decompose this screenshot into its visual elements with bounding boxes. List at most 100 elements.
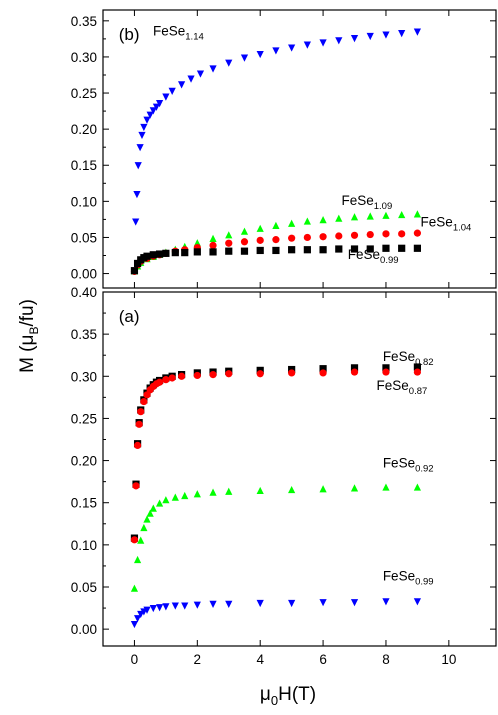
data-point bbox=[133, 191, 141, 199]
y-tick-label: 0.05 bbox=[71, 580, 97, 595]
data-point bbox=[209, 371, 217, 379]
y-tick-label: 0.40 bbox=[71, 285, 97, 300]
data-point bbox=[225, 247, 233, 255]
x-tick-label: 2 bbox=[194, 652, 202, 667]
data-point bbox=[335, 37, 343, 45]
data-point bbox=[240, 238, 249, 246]
data-point bbox=[135, 420, 143, 428]
data-point bbox=[256, 370, 264, 378]
data-point bbox=[138, 131, 146, 140]
data-point bbox=[366, 32, 374, 41]
data-point bbox=[256, 224, 264, 232]
y-tick-label: 0.00 bbox=[71, 267, 97, 282]
data-point bbox=[162, 249, 170, 257]
data-point bbox=[132, 218, 140, 226]
data-point bbox=[168, 87, 176, 95]
data-point bbox=[350, 484, 359, 492]
series-label: FeSe1.14 bbox=[153, 23, 204, 42]
data-point bbox=[288, 485, 296, 494]
y-tick-label: 0.20 bbox=[71, 122, 97, 137]
data-point bbox=[288, 246, 296, 254]
data-point bbox=[319, 369, 327, 377]
data-point bbox=[335, 245, 343, 253]
data-point bbox=[272, 236, 280, 244]
data-point bbox=[335, 232, 343, 240]
data-point bbox=[196, 70, 205, 78]
data-point bbox=[413, 28, 421, 36]
data-point bbox=[225, 487, 233, 495]
data-point bbox=[140, 397, 148, 406]
data-point bbox=[155, 250, 164, 258]
data-point bbox=[181, 602, 189, 610]
y-tick-label: 0.05 bbox=[71, 230, 97, 245]
y-tick-label: 0.35 bbox=[71, 14, 97, 29]
data-point bbox=[140, 123, 148, 132]
data-point bbox=[382, 244, 390, 252]
data-point bbox=[143, 515, 151, 523]
y-tick-label: 0.35 bbox=[71, 327, 97, 342]
data-point bbox=[240, 227, 249, 235]
data-point bbox=[225, 600, 233, 608]
data-point bbox=[413, 368, 421, 376]
data-point bbox=[240, 247, 249, 255]
data-point bbox=[256, 246, 264, 255]
x-tick-label: 10 bbox=[441, 652, 456, 667]
data-point bbox=[303, 217, 311, 225]
data-point bbox=[225, 59, 233, 67]
data-point bbox=[288, 44, 296, 52]
series-fese-0.92 bbox=[130, 483, 421, 592]
data-point bbox=[256, 236, 264, 244]
data-point bbox=[143, 116, 151, 124]
data-point bbox=[382, 211, 390, 219]
data-point bbox=[171, 493, 179, 501]
data-point bbox=[193, 490, 201, 498]
y-axis-label: M (μB/fu) bbox=[17, 299, 41, 373]
data-point bbox=[272, 47, 280, 55]
data-point bbox=[133, 259, 142, 268]
data-point bbox=[288, 234, 296, 242]
data-point bbox=[152, 103, 161, 111]
data-point bbox=[350, 35, 359, 43]
data-point bbox=[146, 111, 154, 119]
data-point bbox=[382, 230, 390, 238]
data-point bbox=[288, 219, 296, 227]
panel-b: 0.00 0.05 0.10 0.15 0.20 0.25 0.30 0.35 (b) FeSe1… bbox=[71, 9, 497, 289]
data-point bbox=[155, 378, 164, 386]
data-point bbox=[382, 31, 390, 39]
data-point bbox=[149, 107, 157, 115]
data-point bbox=[319, 599, 327, 607]
data-point bbox=[398, 244, 406, 252]
data-point bbox=[225, 231, 233, 239]
series-label: FeSe0.92 bbox=[383, 455, 434, 474]
data-point bbox=[168, 374, 176, 382]
data-point bbox=[209, 234, 217, 242]
data-point bbox=[225, 370, 233, 378]
data-point bbox=[130, 620, 139, 629]
y-tick-label: 0.25 bbox=[71, 86, 97, 101]
data-point bbox=[350, 231, 359, 239]
data-point bbox=[350, 368, 359, 376]
y-tick-label: 0.10 bbox=[71, 538, 97, 553]
plot-frame bbox=[102, 291, 497, 647]
data-point bbox=[319, 485, 327, 493]
series-fese-1.14 bbox=[132, 28, 421, 226]
data-point bbox=[133, 555, 142, 564]
series-fese-0.99 bbox=[130, 598, 421, 629]
plot-frame bbox=[102, 9, 497, 289]
series-label: FeSe0.82 bbox=[383, 349, 434, 368]
data-point bbox=[133, 441, 142, 449]
data-point bbox=[398, 230, 406, 238]
data-point bbox=[155, 499, 164, 507]
x-tick-label: 6 bbox=[319, 652, 327, 667]
data-point bbox=[319, 246, 327, 254]
data-point bbox=[288, 369, 296, 377]
data-point bbox=[130, 267, 139, 275]
data-point bbox=[149, 504, 157, 512]
data-point bbox=[193, 248, 201, 256]
data-point bbox=[288, 599, 296, 608]
data-point bbox=[137, 408, 145, 416]
data-point bbox=[366, 212, 374, 220]
data-point bbox=[162, 603, 170, 611]
series-label: FeSe1.04 bbox=[421, 215, 472, 234]
